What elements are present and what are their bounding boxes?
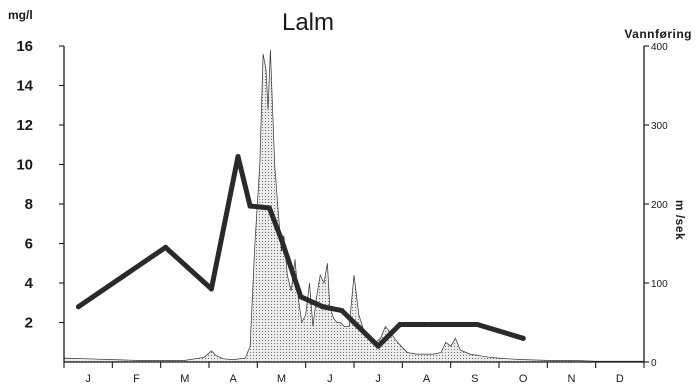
y-right-tick-label: 400 bbox=[651, 42, 668, 53]
concentration-point bbox=[266, 205, 272, 211]
y-left-tick-label: 16 bbox=[16, 38, 33, 55]
x-tick-label: N bbox=[568, 373, 576, 385]
y-right-tick-label: 200 bbox=[651, 200, 668, 211]
concentration-point bbox=[162, 244, 169, 250]
y-left-tick-label: 10 bbox=[16, 157, 33, 174]
x-tick-label: M bbox=[180, 373, 189, 385]
x-tick-label: O bbox=[519, 373, 528, 385]
concentration-point bbox=[320, 304, 326, 310]
x-tick-label: J bbox=[375, 373, 381, 385]
y-left-tick-label: 8 bbox=[25, 196, 33, 213]
y-right-tick-label: 100 bbox=[651, 279, 668, 290]
x-tick-label: D bbox=[616, 373, 624, 385]
chart-title: Lalm bbox=[282, 9, 334, 36]
concentration-point bbox=[520, 335, 526, 341]
concentration-point bbox=[474, 321, 480, 328]
x-tick-label: A bbox=[229, 373, 237, 385]
y-right-axis-unit: m /sek bbox=[673, 200, 687, 240]
concentration-line-layer bbox=[75, 154, 526, 349]
concentration-point bbox=[428, 321, 434, 328]
x-tick-label: F bbox=[133, 373, 140, 385]
y-right-axis-label: Vannføring bbox=[624, 27, 692, 41]
y-left-tick-label: 6 bbox=[25, 236, 33, 253]
concentration-point bbox=[278, 237, 285, 243]
x-tick-label: M bbox=[277, 373, 286, 385]
y-left-tick-label: 4 bbox=[25, 275, 34, 292]
discharge-area bbox=[63, 49, 645, 363]
discharge-area-layer bbox=[63, 49, 645, 363]
x-tick-label: J bbox=[327, 373, 333, 385]
concentration-point bbox=[339, 308, 345, 314]
y-left-tick-label: 14 bbox=[16, 78, 33, 95]
y-left-tick-label: 12 bbox=[16, 117, 33, 134]
concentration-point bbox=[298, 294, 304, 300]
y-right-tick-label: 0 bbox=[651, 358, 657, 369]
concentration-point bbox=[375, 343, 381, 349]
y-left-tick-label: 2 bbox=[25, 315, 33, 332]
concentration-point bbox=[208, 286, 214, 292]
concentration-point bbox=[75, 304, 82, 310]
concentration-point bbox=[397, 321, 403, 328]
x-tick-label: A bbox=[423, 373, 431, 385]
x-tick-label: S bbox=[471, 373, 478, 385]
x-tick-label: J bbox=[85, 373, 91, 385]
concentration-point bbox=[235, 154, 241, 160]
y-left-axis-label: mg/l bbox=[8, 8, 33, 22]
concentration-point bbox=[247, 203, 253, 209]
axis-ticks: 2 4 6 8 10 12 14 16 0 100 200 300 400 J F M A M J J A S O N D bbox=[16, 38, 668, 385]
y-right-tick-label: 300 bbox=[651, 121, 668, 132]
